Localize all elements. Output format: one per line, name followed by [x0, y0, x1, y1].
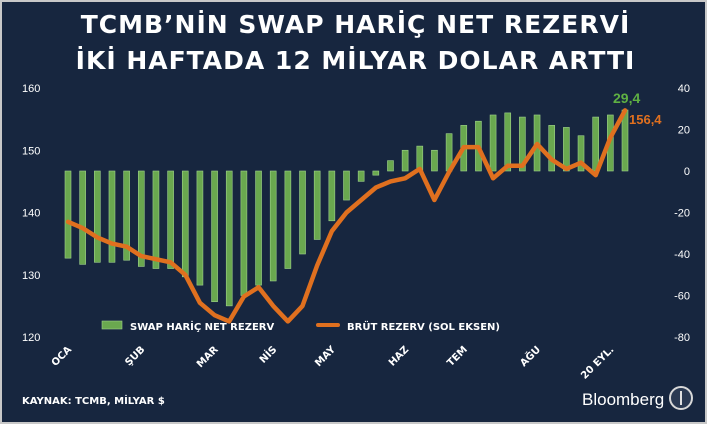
bar-8	[181, 170, 189, 278]
bar-29	[489, 114, 497, 172]
bar-20	[357, 170, 365, 182]
source-note: KAYNAK: TCMB, MİLYAR $	[22, 396, 165, 407]
left-tick-label-140: 140	[22, 208, 40, 220]
bar-17	[313, 170, 321, 240]
seal-icon	[669, 386, 693, 410]
x-tick-label-1: ŞUB	[123, 344, 147, 368]
bar-14	[269, 170, 277, 282]
x-tick-label-5: HAZ	[387, 344, 411, 368]
bar-30	[504, 112, 512, 172]
x-tick-label-0: OCA	[50, 344, 75, 369]
bar-series	[64, 109, 629, 307]
x-tick-label-6: TEM	[445, 344, 470, 369]
bar-11	[225, 170, 233, 307]
bar-38	[621, 109, 629, 172]
bar-3	[108, 170, 116, 263]
end-label-bar: 29,4	[613, 90, 640, 106]
end-labels: 29,4 156,4	[613, 90, 662, 127]
legend-label-bar: SWAP HARİÇ NET REZERV	[130, 319, 274, 333]
right-tick-label-40: 40	[678, 83, 690, 95]
line-series-brut-rezerv	[65, 108, 628, 324]
bar-1	[79, 170, 86, 265]
bloomberg-logo: Bloomberg	[582, 390, 665, 409]
x-tick-label-4: MAY	[313, 344, 338, 369]
left-tick-label-160: 160	[22, 83, 40, 95]
bar-34	[563, 127, 570, 172]
legend-label-line: BRÜT REZERV (SOL EKSEN)	[347, 319, 500, 333]
bar-35	[577, 135, 585, 172]
x-tick-label-2: MAR	[195, 344, 221, 370]
bar-19	[343, 170, 350, 201]
right-tick-label--40: -40	[674, 249, 690, 261]
x-tick-label-7: AĞU	[517, 343, 543, 369]
bar-21	[372, 170, 380, 176]
bar-10	[211, 170, 218, 303]
right-tick-label-0: 0	[684, 166, 690, 178]
right-tick-label-20: 20	[678, 125, 690, 137]
left-tick-label-150: 150	[22, 145, 40, 157]
chart-title-line-2: İKİ HAFTADA 12 MİLYAR DOLAR ARTTI	[75, 46, 636, 75]
x-tick-label-3: NİS	[256, 342, 280, 366]
right-tick-label--20: -20	[674, 208, 690, 220]
chart-title-line-1: TCMB’NİN SWAP HARİÇ NET REZERVİ	[80, 10, 631, 39]
bar-15	[284, 170, 292, 269]
legend: SWAP HARİÇ NET REZERV BRÜT REZERV (SOL EK…	[101, 319, 500, 333]
line-series-group	[65, 108, 628, 324]
right-axis: -80 -60 -40 -20 0 20 40	[674, 83, 690, 344]
right-tick-label--60: -60	[674, 291, 690, 303]
bar-4	[123, 170, 130, 261]
bar-2	[94, 170, 101, 263]
end-label-line: 156,4	[629, 112, 662, 127]
bar-9	[196, 170, 204, 286]
bar-25	[431, 149, 438, 172]
bar-7	[167, 170, 174, 269]
bar-12	[240, 170, 248, 296]
bar-36	[592, 116, 599, 172]
bar-6	[152, 170, 160, 269]
bar-31	[519, 116, 526, 172]
bar-13	[255, 170, 262, 286]
bar-16	[299, 170, 306, 255]
bar-0	[64, 170, 72, 259]
bar-18	[328, 170, 336, 222]
bar-33	[548, 125, 556, 172]
bar-23	[401, 149, 409, 172]
left-tick-label-120: 120	[22, 332, 40, 344]
left-axis: 120 130 140 150 160	[22, 83, 40, 344]
x-axis: OCA ŞUB MAR NİS MAY HAZ TEM AĞU 20 EYL.	[50, 342, 617, 381]
right-tick-label--80: -80	[674, 332, 690, 344]
left-tick-label-130: 130	[22, 270, 40, 282]
x-tick-label-8: 20 EYL.	[579, 344, 616, 381]
bar-5	[137, 170, 145, 267]
bar-22	[387, 160, 394, 172]
legend-swatch-bar	[101, 320, 123, 330]
